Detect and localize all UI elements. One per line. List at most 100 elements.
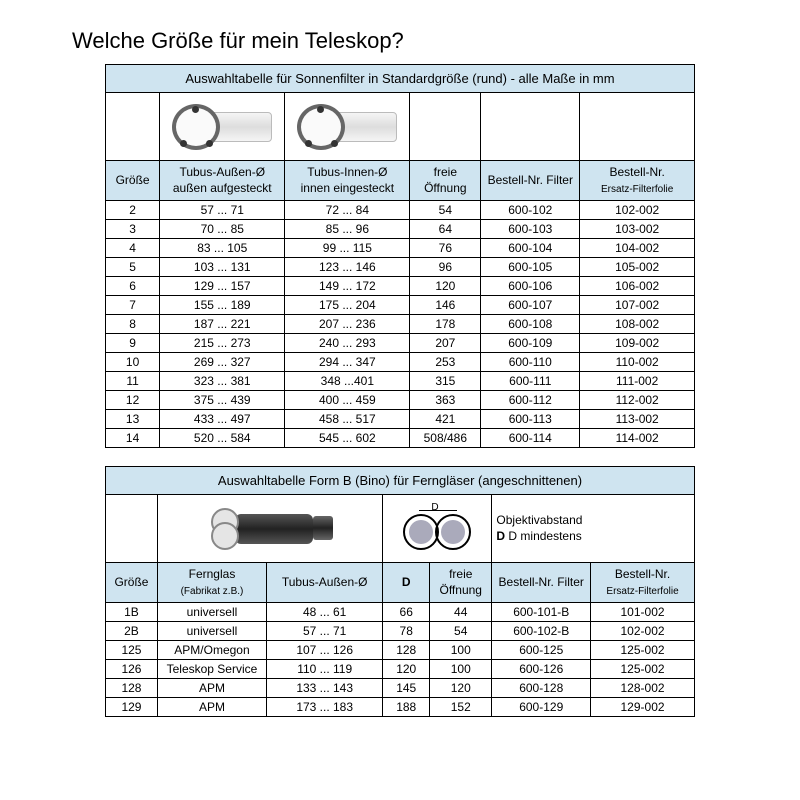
cell: 10 xyxy=(106,353,160,372)
cell: 600-107 xyxy=(481,296,580,315)
cell: 57 ... 71 xyxy=(267,622,383,641)
cell: 600-112 xyxy=(481,391,580,410)
cell: 458 ... 517 xyxy=(285,410,410,429)
cell: 103-002 xyxy=(580,220,695,239)
th2-bino: Fernglas(Fabrikat z.B.) xyxy=(157,563,266,603)
cell: 111-002 xyxy=(580,372,695,391)
cell: 11 xyxy=(106,372,160,391)
cell: 104-002 xyxy=(580,239,695,258)
cell: APM xyxy=(157,679,266,698)
th2-outer: Tubus-Außen-Ø xyxy=(267,563,383,603)
cell: 85 ... 96 xyxy=(285,220,410,239)
table-row: 370 ... 8585 ... 9664600-103103-002 xyxy=(106,220,695,239)
table-row: 7155 ... 189175 ... 204146600-107107-002 xyxy=(106,296,695,315)
binocular-table: Auswahltabelle Form B (Bino) für Fernglä… xyxy=(105,466,695,717)
cell: 120 xyxy=(410,277,481,296)
cell: 78 xyxy=(383,622,430,641)
cell: 7 xyxy=(106,296,160,315)
cell: 57 ... 71 xyxy=(160,201,285,220)
cell: 9 xyxy=(106,334,160,353)
cell: 600-126 xyxy=(492,660,591,679)
cell: 178 xyxy=(410,315,481,334)
cell: 375 ... 439 xyxy=(160,391,285,410)
th2-size: Größe xyxy=(106,563,158,603)
table-row: 8187 ... 221207 ... 236178600-108108-002 xyxy=(106,315,695,334)
cell: 3 xyxy=(106,220,160,239)
cell: 600-108 xyxy=(481,315,580,334)
cell: 600-102 xyxy=(481,201,580,220)
cell: 207 ... 236 xyxy=(285,315,410,334)
cell: 215 ... 273 xyxy=(160,334,285,353)
distance-diagram: D xyxy=(397,504,477,554)
cell: 323 ... 381 xyxy=(160,372,285,391)
cell: 96 xyxy=(410,258,481,277)
table-row: 129APM173 ... 183188152600-129129-002 xyxy=(106,698,695,717)
cell: 128 xyxy=(106,679,158,698)
table-row: 11323 ... 381348 ...401315600-111111-002 xyxy=(106,372,695,391)
cell: 76 xyxy=(410,239,481,258)
table-row: 125APM/Omegon107 ... 126128100600-125125… xyxy=(106,641,695,660)
cell: 520 ... 584 xyxy=(160,429,285,448)
table-row: 10269 ... 327294 ... 347253600-110110-00… xyxy=(106,353,695,372)
cell: 14 xyxy=(106,429,160,448)
cell: 175 ... 204 xyxy=(285,296,410,315)
table-row: 257 ... 7172 ... 8454600-102102-002 xyxy=(106,201,695,220)
cell: 105-002 xyxy=(580,258,695,277)
cell: 348 ...401 xyxy=(285,372,410,391)
cell: 70 ... 85 xyxy=(160,220,285,239)
cell: 4 xyxy=(106,239,160,258)
cell: 146 xyxy=(410,296,481,315)
cell: 100 xyxy=(430,641,492,660)
th2-order-foil: Bestell-Nr.Ersatz-Filterfolie xyxy=(591,563,695,603)
cell: Teleskop Service xyxy=(157,660,266,679)
cell: 5 xyxy=(106,258,160,277)
cell: 600-103 xyxy=(481,220,580,239)
cell: 600-102-B xyxy=(492,622,591,641)
cell: 600-128 xyxy=(492,679,591,698)
cell: 207 xyxy=(410,334,481,353)
cell: 125-002 xyxy=(591,660,695,679)
cell: 8 xyxy=(106,315,160,334)
cell: 120 xyxy=(430,679,492,698)
cell: 108-002 xyxy=(580,315,695,334)
cell: 66 xyxy=(383,603,430,622)
cell: universell xyxy=(157,603,266,622)
cell: 187 ... 221 xyxy=(160,315,285,334)
cell: 6 xyxy=(106,277,160,296)
cell: 64 xyxy=(410,220,481,239)
cell: 54 xyxy=(430,622,492,641)
table-row: 5103 ... 131123 ... 14696600-105105-002 xyxy=(106,258,695,277)
cell: 149 ... 172 xyxy=(285,277,410,296)
cell: 600-125 xyxy=(492,641,591,660)
table-row: 1Buniversell48 ... 616644600-101-B101-00… xyxy=(106,603,695,622)
scope-outer-illustration xyxy=(172,98,272,156)
table1-caption: Auswahltabelle für Sonnenfilter in Stand… xyxy=(106,65,695,93)
cell: 102-002 xyxy=(591,622,695,641)
cell: 145 xyxy=(383,679,430,698)
cell: 54 xyxy=(410,201,481,220)
cell: 363 xyxy=(410,391,481,410)
cell: 294 ... 347 xyxy=(285,353,410,372)
cell: 545 ... 602 xyxy=(285,429,410,448)
cell: 253 xyxy=(410,353,481,372)
cell: 114-002 xyxy=(580,429,695,448)
cell: 600-113 xyxy=(481,410,580,429)
cell: 101-002 xyxy=(591,603,695,622)
th-size: Größe xyxy=(106,161,160,201)
cell: 129-002 xyxy=(591,698,695,717)
cell: 107 ... 126 xyxy=(267,641,383,660)
cell: 600-105 xyxy=(481,258,580,277)
cell: 13 xyxy=(106,410,160,429)
cell: 2B xyxy=(106,622,158,641)
cell: 315 xyxy=(410,372,481,391)
cell: 123 ... 146 xyxy=(285,258,410,277)
cell: 600-114 xyxy=(481,429,580,448)
cell: 128 xyxy=(383,641,430,660)
cell: 600-111 xyxy=(481,372,580,391)
cell: 44 xyxy=(430,603,492,622)
cell: 600-101-B xyxy=(492,603,591,622)
cell: 106-002 xyxy=(580,277,695,296)
page-title: Welche Größe für mein Teleskop? xyxy=(72,28,760,54)
objective-distance-label: Objektivabstand D D mindestens xyxy=(492,495,695,563)
cell: 600-104 xyxy=(481,239,580,258)
